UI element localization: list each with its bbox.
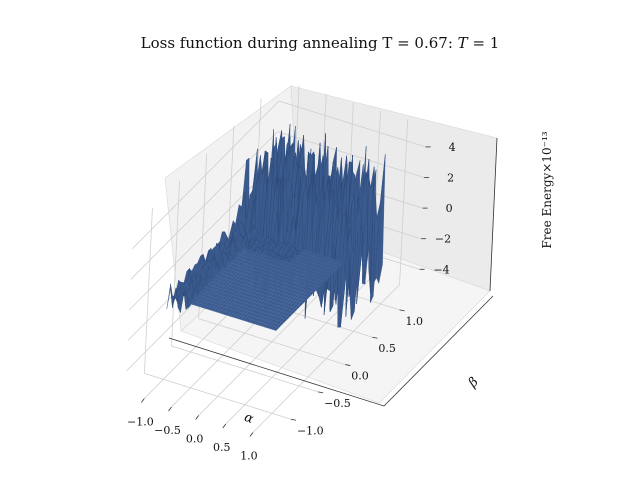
alpha-tick [249,432,254,437]
back-gridline-z [278,100,426,148]
beta-tick [372,336,378,339]
alpha-tick [141,398,145,403]
chart-title: Loss function during annealing T = 0.67:… [140,34,500,52]
floor-gridline-alpha [252,284,400,433]
alpha-tick [222,423,227,429]
z-tick-label: −2 [435,233,451,246]
z-axis-line [489,137,498,292]
z-tick-label: −4 [433,263,449,276]
beta-tick [345,364,351,366]
alpha-axis-line [168,337,385,407]
back-gridline-z [277,131,425,178]
beta-tick-label: −0.5 [324,397,351,410]
alpha-axis-label: α [242,410,256,427]
surface-plot [166,123,386,331]
alpha-tick-label: −0.5 [154,424,181,437]
beta-axis-label: β [465,375,482,392]
alpha-tick-label: −1.0 [127,415,154,428]
floor-gridline-alpha [225,275,373,425]
axis-ticks: −1.0−0.50.00.51.0−1.0−0.50.00.51.0−4−202… [127,141,456,463]
z-tick-label: 2 [447,172,454,185]
alpha-tick-label: 0.0 [186,432,204,445]
z-tick-label: 0 [446,202,453,215]
beta-tick [318,391,324,394]
beta-tick-label: −1.0 [297,424,324,437]
beta-tick-label: 1.0 [406,315,424,328]
beta-axis-line [383,295,494,407]
left-gridline-z [130,131,278,280]
floor-gridline-beta [198,318,346,365]
alpha-tick-label: 0.5 [213,441,231,454]
z-axis-label: Free Energy×10⁻¹³ [540,131,554,248]
left-gridline-z [129,161,277,311]
beta-tick-label: 0.0 [351,370,369,383]
surface-facet [273,326,279,331]
left-gridline-z [132,100,280,249]
beta-tick [399,309,405,312]
beta-tick-label: 0.5 [378,342,396,355]
gridlines [126,85,426,433]
alpha-tick-label: 1.0 [240,449,258,462]
beta-tick [290,418,297,421]
alpha-tick [168,406,172,412]
z-tick-label: 4 [449,141,456,154]
alpha-tick [195,415,199,420]
